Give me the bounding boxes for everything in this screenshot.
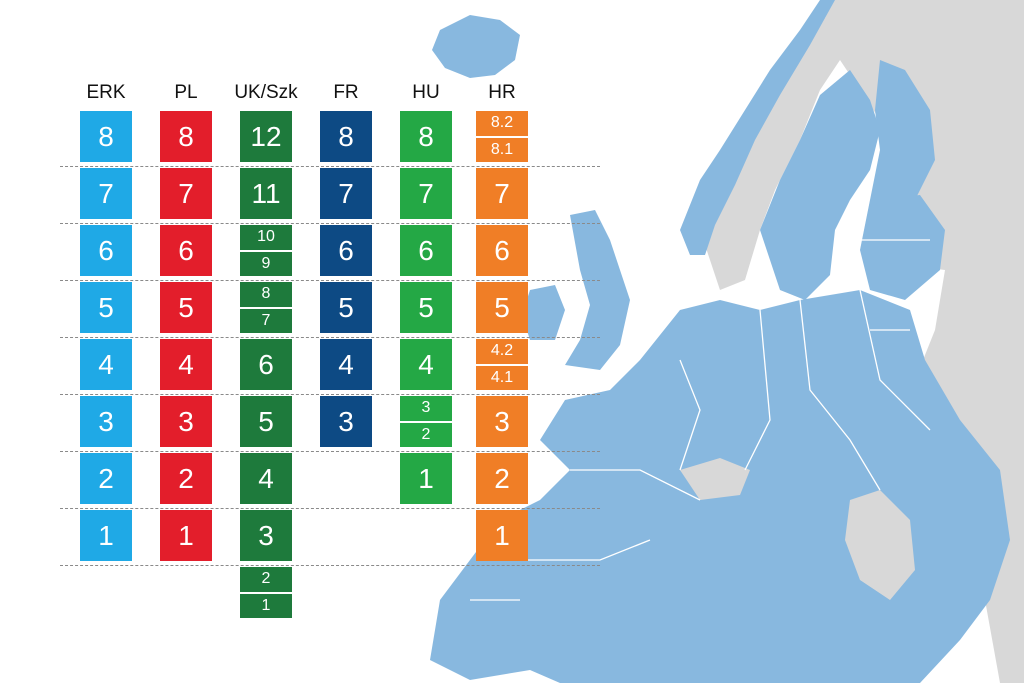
level-cell-uk: 8 (240, 282, 292, 307)
column-header-uk: UK/Szk (234, 82, 298, 103)
map-region-finland (870, 60, 935, 215)
level-cell-hu: 7 (400, 168, 452, 219)
level-cell-erk: 6 (80, 225, 132, 276)
level-cell-fr: 7 (320, 168, 372, 219)
column-header-hu: HU (412, 82, 440, 103)
level-cell-pl: 2 (160, 453, 212, 504)
level-cell-uk: 11 (240, 168, 292, 219)
level-cell-hu: 2 (400, 422, 452, 447)
level-cell-hu: 3 (400, 396, 452, 421)
map-borders (470, 239, 931, 601)
level-cell-uk: 3 (240, 510, 292, 561)
map-region-balkans-non-eu (845, 490, 915, 600)
level-cell-pl: 3 (160, 396, 212, 447)
level-cell-erk: 5 (80, 282, 132, 333)
column-header-hr: HR (488, 82, 516, 103)
level-cell-hu: 4 (400, 339, 452, 390)
level-cell-hr: 8.2 (476, 111, 528, 136)
level-cell-hu: 6 (400, 225, 452, 276)
level-cell-erk: 3 (80, 396, 132, 447)
level-cell-pl: 8 (160, 111, 212, 162)
level-cell-fr: 3 (320, 396, 372, 447)
level-cell-uk: 5 (240, 396, 292, 447)
level-cell-hr: 4.2 (476, 339, 528, 364)
level-cell-hr: 6 (476, 225, 528, 276)
level-cell-uk: 2 (240, 567, 292, 592)
level-cell-fr: 5 (320, 282, 372, 333)
level-guide-line (60, 337, 600, 338)
level-cell-erk: 8 (80, 111, 132, 162)
level-cell-erk: 4 (80, 339, 132, 390)
level-cell-uk: 9 (240, 251, 292, 276)
level-cell-hr: 2 (476, 453, 528, 504)
level-cell-pl: 7 (160, 168, 212, 219)
level-cell-hr: 5 (476, 282, 528, 333)
level-cell-erk: 7 (80, 168, 132, 219)
level-cell-pl: 6 (160, 225, 212, 276)
map-region-norway-coast (680, 0, 835, 255)
level-cell-uk: 4 (240, 453, 292, 504)
level-cell-hr: 3 (476, 396, 528, 447)
level-cell-hr: 1 (476, 510, 528, 561)
level-guide-line (60, 223, 600, 224)
level-cell-uk: 6 (240, 339, 292, 390)
level-cell-uk: 1 (240, 593, 292, 618)
level-guide-line (60, 280, 600, 281)
map-region-iceland (432, 15, 520, 78)
map-region-ireland (522, 285, 565, 340)
level-cell-hr: 7 (476, 168, 528, 219)
level-cell-pl: 1 (160, 510, 212, 561)
level-cell-uk: 12 (240, 111, 292, 162)
map-region-uk (565, 210, 630, 370)
level-cell-erk: 1 (80, 510, 132, 561)
level-cell-hu: 5 (400, 282, 452, 333)
level-cell-uk: 10 (240, 225, 292, 250)
level-cell-uk: 7 (240, 308, 292, 333)
map-region-switzerland (680, 458, 750, 500)
column-header-fr: FR (333, 82, 359, 103)
level-cell-hu: 1 (400, 453, 452, 504)
level-cell-fr: 4 (320, 339, 372, 390)
level-cell-fr: 6 (320, 225, 372, 276)
level-cell-fr: 8 (320, 111, 372, 162)
level-cell-hr: 8.1 (476, 137, 528, 162)
map-region-italy (735, 500, 870, 660)
level-cell-pl: 5 (160, 282, 212, 333)
level-guide-line (60, 166, 600, 167)
map-region-baltics (860, 195, 945, 300)
map-region-norway (700, 0, 860, 290)
column-header-pl: PL (174, 82, 198, 103)
level-guide-line (60, 565, 600, 566)
level-guide-line (60, 451, 600, 452)
level-cell-hu: 8 (400, 111, 452, 162)
level-cell-erk: 2 (80, 453, 132, 504)
map-region-non-eu-north (820, 0, 1024, 683)
level-guide-line (60, 394, 600, 395)
column-header-erk: ERK (86, 82, 126, 103)
level-cell-pl: 4 (160, 339, 212, 390)
map-region-nordic-eu (760, 70, 880, 300)
level-cell-hr: 4.1 (476, 365, 528, 390)
level-guide-line (60, 508, 600, 509)
